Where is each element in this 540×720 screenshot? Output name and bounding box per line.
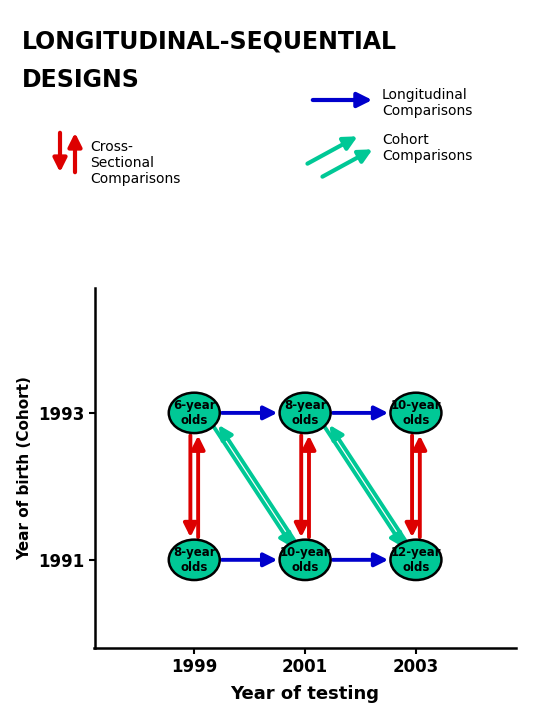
Ellipse shape [169, 539, 220, 580]
X-axis label: Year of testing: Year of testing [231, 685, 380, 703]
Ellipse shape [280, 392, 330, 433]
Text: Cross-
Sectional
Comparisons: Cross- Sectional Comparisons [90, 140, 180, 186]
Ellipse shape [390, 392, 441, 433]
Text: 8-year
olds: 8-year olds [173, 546, 215, 574]
Text: 6-year
olds: 6-year olds [173, 399, 215, 427]
Text: DESIGNS: DESIGNS [22, 68, 140, 92]
Text: 10-year
olds: 10-year olds [280, 546, 330, 574]
Ellipse shape [169, 392, 220, 433]
Ellipse shape [280, 539, 330, 580]
Ellipse shape [390, 539, 441, 580]
Text: Longitudinal
Comparisons: Longitudinal Comparisons [382, 88, 472, 118]
Y-axis label: Year of birth (Cohort): Year of birth (Cohort) [17, 376, 32, 560]
Text: Cohort
Comparisons: Cohort Comparisons [382, 133, 472, 163]
Text: 12-year
olds: 12-year olds [390, 546, 441, 574]
Text: 8-year
olds: 8-year olds [284, 399, 326, 427]
Text: 10-year
olds: 10-year olds [390, 399, 441, 427]
Text: LONGITUDINAL-SEQUENTIAL: LONGITUDINAL-SEQUENTIAL [22, 30, 397, 54]
